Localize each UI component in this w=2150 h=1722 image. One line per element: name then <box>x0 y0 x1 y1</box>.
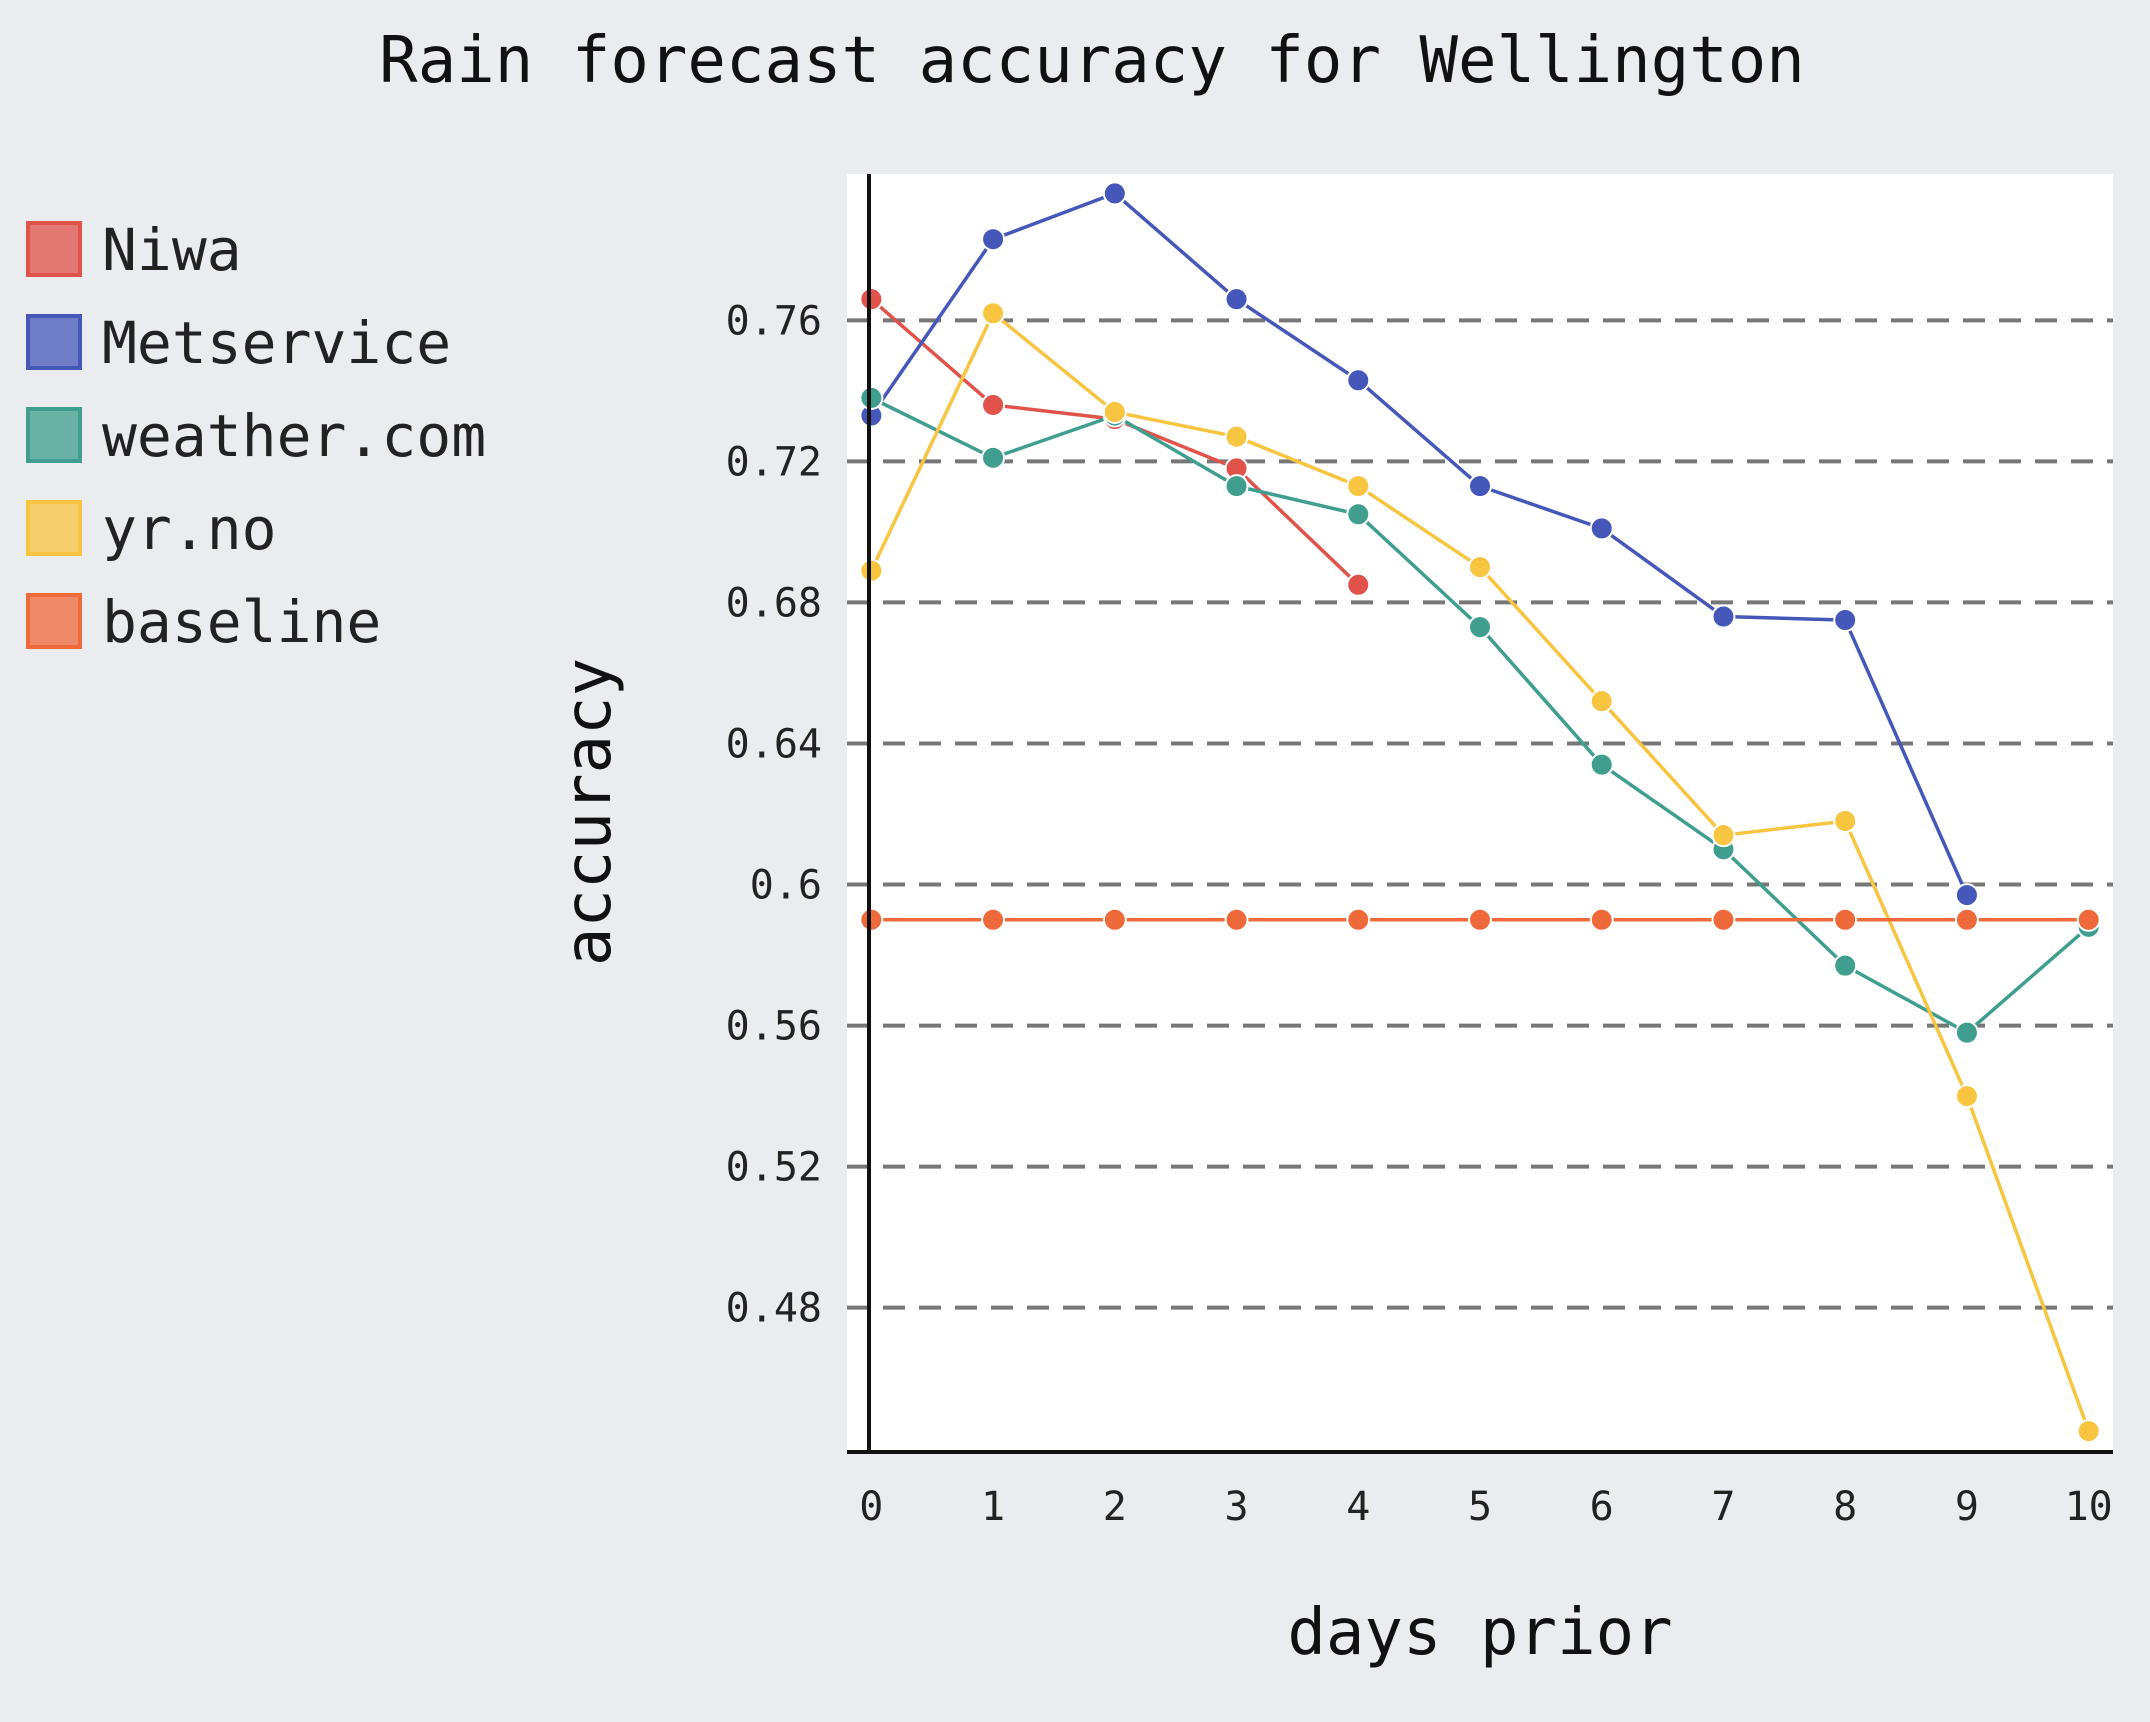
y-tick-label: 0.68 <box>726 580 822 626</box>
data-point-baseline <box>2076 907 2101 932</box>
x-axis-title: days prior <box>1287 1596 1672 1670</box>
data-point-metservice <box>1468 474 1492 499</box>
legend-label: baseline <box>102 588 381 656</box>
data-point-baseline <box>981 907 1006 932</box>
y-tick-label: 0.48 <box>726 1286 822 1332</box>
y-tick-labels: 0.48 0.52 0.56 0.6 0.64 0.68 0.72 0.76 <box>726 298 822 1331</box>
x-tick-label: 9 <box>1955 1484 1979 1530</box>
y-tick-label: 0.72 <box>726 439 822 485</box>
x-tick-label: 4 <box>1346 1484 1370 1530</box>
data-point-baseline <box>1589 907 1614 932</box>
data-point-baseline <box>1468 907 1492 932</box>
data-point-weather-com <box>1468 615 1492 640</box>
plot-area <box>847 174 2113 1454</box>
series-yr-no <box>859 301 2101 1444</box>
legend-label: Metservice <box>102 309 451 377</box>
data-point-weather-com <box>1833 953 1858 978</box>
data-point-baseline <box>1711 907 1736 932</box>
data-point-baseline <box>1833 907 1858 932</box>
data-point-niwa <box>981 392 1006 417</box>
data-point-yr-no <box>1346 474 1371 499</box>
legend-swatch <box>26 500 82 556</box>
data-point-yr-no <box>1833 809 1858 834</box>
data-point-yr-no <box>1589 689 1614 714</box>
series-layer <box>859 181 2101 1444</box>
series-baseline <box>859 907 2101 932</box>
data-point-metservice <box>1224 287 1249 312</box>
x-tick-label: 8 <box>1833 1484 1857 1530</box>
gridlines <box>847 318 2113 1310</box>
data-point-baseline <box>1954 907 1979 932</box>
y-tick-label: 0.56 <box>726 1004 822 1050</box>
data-point-weather-com <box>1589 752 1614 777</box>
legend-item-weather-com[interactable]: weather.com <box>26 402 486 470</box>
y-axis-title: accuracy <box>552 658 626 966</box>
data-point-weather-com <box>1954 1020 1979 1045</box>
data-point-metservice <box>1711 604 1736 629</box>
y-tick-label: 0.76 <box>726 298 822 344</box>
data-point-metservice <box>1589 516 1614 541</box>
legend-label: Niwa <box>102 216 242 284</box>
data-point-metservice <box>1954 883 1979 908</box>
data-point-yr-no <box>859 558 884 583</box>
legend-label: weather.com <box>102 402 486 470</box>
data-point-baseline <box>1224 907 1249 932</box>
data-point-baseline <box>1346 907 1371 932</box>
legend-item-baseline[interactable]: baseline <box>26 588 381 656</box>
legend-swatch <box>26 593 82 649</box>
data-point-weather-com <box>1224 474 1249 499</box>
data-point-weather-com <box>1346 502 1371 527</box>
legend-swatch <box>26 314 82 370</box>
data-point-niwa <box>859 287 884 312</box>
data-point-weather-com <box>859 385 884 410</box>
legend-label: yr.no <box>102 495 277 563</box>
x-tick-label: 10 <box>2065 1484 2113 1530</box>
data-point-yr-no <box>1224 424 1249 449</box>
x-tick-label: 6 <box>1590 1484 1614 1530</box>
data-point-yr-no <box>1468 555 1492 580</box>
y-tick-label: 0.64 <box>726 721 822 767</box>
data-point-yr-no <box>2076 1419 2101 1444</box>
data-point-yr-no <box>981 301 1006 326</box>
legend-swatch <box>26 407 82 463</box>
chart-title: Rain forecast accuracy for Wellington <box>379 24 1805 98</box>
data-point-metservice <box>1833 608 1858 633</box>
legend-item-niwa[interactable]: Niwa <box>26 216 242 284</box>
x-tick-label: 3 <box>1224 1484 1248 1530</box>
x-tick-label: 5 <box>1468 1484 1492 1530</box>
x-tick-label: 2 <box>1103 1484 1127 1530</box>
legend-swatch <box>26 221 82 277</box>
x-tick-label: 0 <box>859 1484 883 1530</box>
data-point-yr-no <box>1102 400 1127 425</box>
legend: Niwa Metservice weather.com yr.no baseline <box>26 216 486 656</box>
data-point-baseline <box>859 907 884 932</box>
legend-item-yr-no[interactable]: yr.no <box>26 495 277 563</box>
data-point-weather-com <box>981 445 1006 470</box>
x-tick-label: 7 <box>1711 1484 1735 1530</box>
x-tick-label: 1 <box>981 1484 1005 1530</box>
data-point-metservice <box>1102 181 1127 206</box>
y-tick-label: 0.6 <box>750 863 822 909</box>
legend-item-metservice[interactable]: Metservice <box>26 309 451 377</box>
series-metservice <box>859 181 1979 908</box>
series-line-metservice <box>869 191 1969 896</box>
y-tick-label: 0.52 <box>726 1145 822 1191</box>
data-point-metservice <box>1346 368 1371 393</box>
x-tick-labels: 0 1 2 3 4 5 6 7 8 9 10 <box>859 1484 2112 1530</box>
data-point-yr-no <box>1954 1084 1979 1109</box>
data-point-baseline <box>1102 907 1127 932</box>
data-point-yr-no <box>1711 823 1736 848</box>
data-point-metservice <box>981 227 1006 252</box>
data-point-niwa <box>1346 572 1371 597</box>
